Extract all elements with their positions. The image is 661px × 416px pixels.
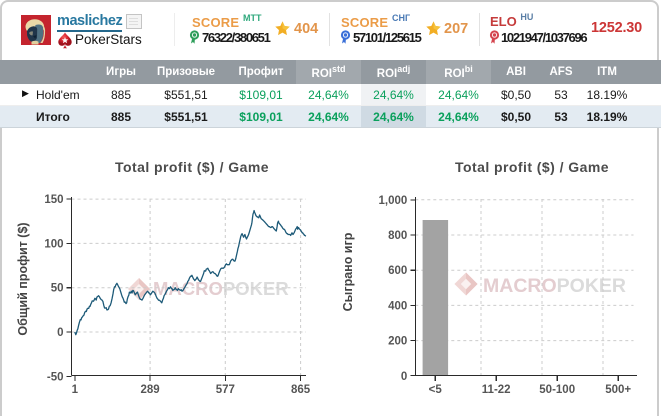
svg-text:50: 50 <box>51 283 64 295</box>
svg-text:800: 800 <box>388 230 407 242</box>
svg-text:200: 200 <box>388 336 407 348</box>
svg-text:Total profit ($) / Game: Total profit ($) / Game <box>455 159 609 175</box>
svg-text:0: 0 <box>401 371 407 383</box>
svg-text:MACROPOKER: MACROPOKER <box>153 278 289 299</box>
svg-text:Сыграно игр: Сыграно игр <box>341 232 355 311</box>
svg-text:600: 600 <box>388 265 407 277</box>
svg-text:400: 400 <box>388 300 407 312</box>
svg-text:577: 577 <box>216 384 235 396</box>
svg-text:100: 100 <box>44 238 63 250</box>
svg-text:1,000: 1,000 <box>379 195 408 207</box>
svg-text:865: 865 <box>291 384 311 396</box>
svg-text:11-22: 11-22 <box>482 384 511 396</box>
svg-text:1: 1 <box>72 384 79 396</box>
svg-text:0: 0 <box>57 327 63 339</box>
svg-text:150: 150 <box>44 194 63 206</box>
svg-text:<5: <5 <box>429 384 443 396</box>
svg-text:-50: -50 <box>47 371 64 383</box>
svg-text:Общий профит ($): Общий профит ($) <box>16 222 30 335</box>
svg-text:289: 289 <box>141 384 160 396</box>
svg-text:50-100: 50-100 <box>539 384 575 396</box>
svg-text:Total profit ($) / Game: Total profit ($) / Game <box>115 159 269 175</box>
svg-text:MACROPOKER: MACROPOKER <box>483 275 626 297</box>
svg-text:500+: 500+ <box>605 384 631 396</box>
